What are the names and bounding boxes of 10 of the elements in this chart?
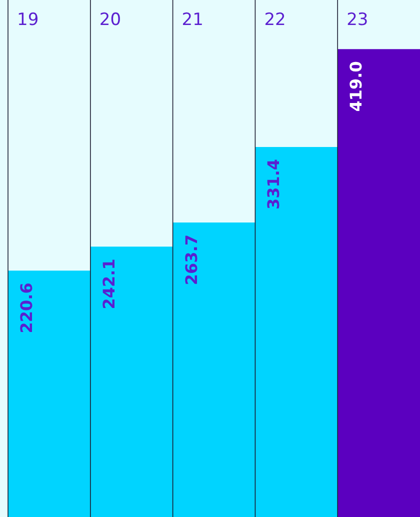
data-label: 263.7 — [182, 234, 201, 286]
x-tick-label: 23 — [346, 10, 368, 30]
data-label: 331.4 — [264, 158, 284, 210]
x-tick-label: 21 — [182, 10, 204, 30]
x-tick-label: 22 — [264, 10, 286, 30]
data-label: 242.1 — [99, 258, 118, 310]
data-label: 419.0 — [346, 61, 366, 112]
x-tick-label: 19 — [17, 10, 39, 30]
data-label: 220.6 — [16, 282, 36, 334]
x-tick-label: 20 — [99, 10, 122, 30]
